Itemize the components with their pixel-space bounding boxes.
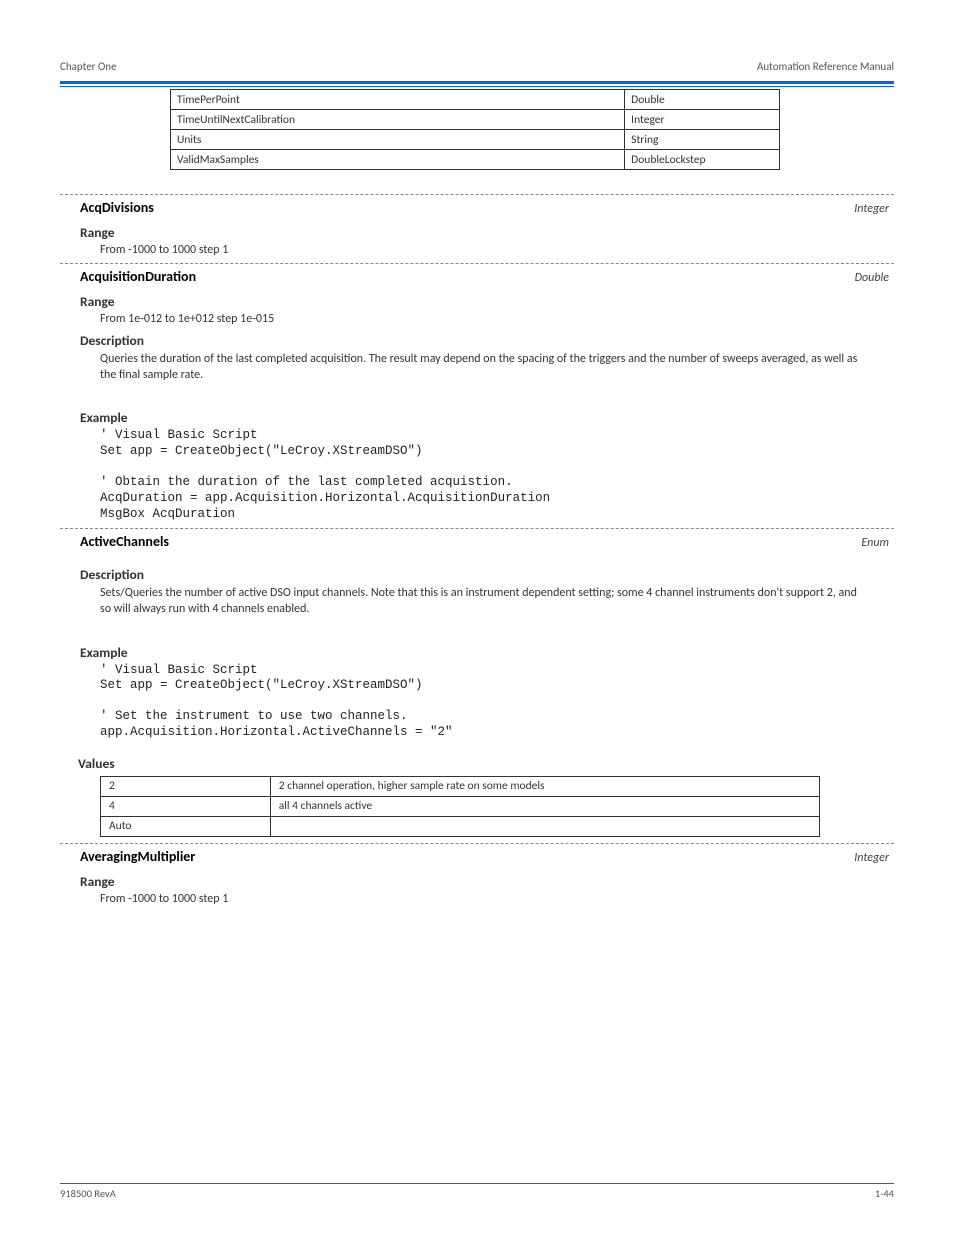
value-key: 2	[101, 776, 271, 796]
property-type: Enum	[861, 536, 889, 550]
value-desc: 2 channel operation, higher sample rate …	[270, 776, 819, 796]
example-label: Example	[80, 644, 894, 661]
range-label: Range	[80, 224, 894, 241]
range-label: Range	[80, 293, 894, 310]
table-row: ValidMaxSamples DoubleLockstep	[171, 150, 780, 170]
page-header: Chapter One Automation Reference Manual	[60, 60, 894, 73]
header-right: Automation Reference Manual	[757, 60, 894, 73]
property-name: AcqDivisions	[80, 199, 154, 216]
separator	[60, 528, 894, 529]
footer-page: 1-44	[875, 1187, 894, 1200]
description-label: Description	[80, 566, 894, 583]
value-key: Auto	[101, 816, 271, 836]
table-row: 4 all 4 channels active	[101, 796, 820, 816]
values-label: Values	[78, 755, 894, 772]
separator	[60, 843, 894, 844]
table-row: Units String	[171, 130, 780, 150]
cvar-name: TimePerPoint	[171, 90, 625, 110]
example-label: Example	[80, 409, 894, 426]
cvar-name: TimeUntilNextCalibration	[171, 110, 625, 130]
cvar-type: Integer	[625, 110, 780, 130]
table-row: TimeUntilNextCalibration Integer	[171, 110, 780, 130]
range-value: From -1000 to 1000 step 1	[100, 892, 894, 906]
page-footer: 918500 RevA 1-44	[60, 1183, 894, 1200]
value-key: 4	[101, 796, 271, 816]
description-label: Description	[80, 332, 894, 349]
property-type: Double	[855, 271, 889, 285]
cvar-name: Units	[171, 130, 625, 150]
footer-rule	[60, 1183, 894, 1184]
property-name: AveragingMultiplier	[80, 848, 195, 865]
cvar-table: TimePerPoint Double TimeUntilNextCalibra…	[170, 89, 780, 170]
value-desc: all 4 channels active	[270, 796, 819, 816]
cvar-type: String	[625, 130, 780, 150]
table-row: 2 2 channel operation, higher sample rat…	[101, 776, 820, 796]
property-header: AveragingMultiplier Integer	[60, 848, 894, 867]
cvar-type: Double	[625, 90, 780, 110]
range-label: Range	[80, 873, 894, 890]
property-name: AcquisitionDuration	[80, 268, 196, 285]
header-left: Chapter One	[60, 60, 117, 73]
value-desc	[270, 816, 819, 836]
separator	[60, 263, 894, 264]
property-type: Integer	[854, 851, 889, 865]
range-value: From -1000 to 1000 step 1	[100, 243, 894, 257]
description-text: Sets/Queries the number of active DSO in…	[100, 585, 860, 617]
description-text: Queries the duration of the last complet…	[100, 351, 860, 383]
property-header: ActiveChannels Enum	[60, 533, 894, 552]
values-table: 2 2 channel operation, higher sample rat…	[100, 776, 820, 837]
property-name: ActiveChannels	[80, 533, 169, 550]
cvar-name: ValidMaxSamples	[171, 150, 625, 170]
property-header: AcquisitionDuration Double	[60, 268, 894, 287]
property-type: Integer	[854, 202, 889, 216]
cvar-type: DoubleLockstep	[625, 150, 780, 170]
property-header: AcqDivisions Integer	[60, 199, 894, 218]
footer-rev: 918500 RevA	[60, 1187, 116, 1200]
separator	[60, 194, 894, 195]
range-value: From 1e-012 to 1e+012 step 1e-015	[100, 312, 894, 326]
table-row: Auto	[101, 816, 820, 836]
top-rule	[60, 81, 894, 87]
code-example: ' Visual Basic Script Set app = CreateOb…	[100, 663, 894, 741]
code-example: ' Visual Basic Script Set app = CreateOb…	[100, 428, 894, 522]
table-row: TimePerPoint Double	[171, 90, 780, 110]
